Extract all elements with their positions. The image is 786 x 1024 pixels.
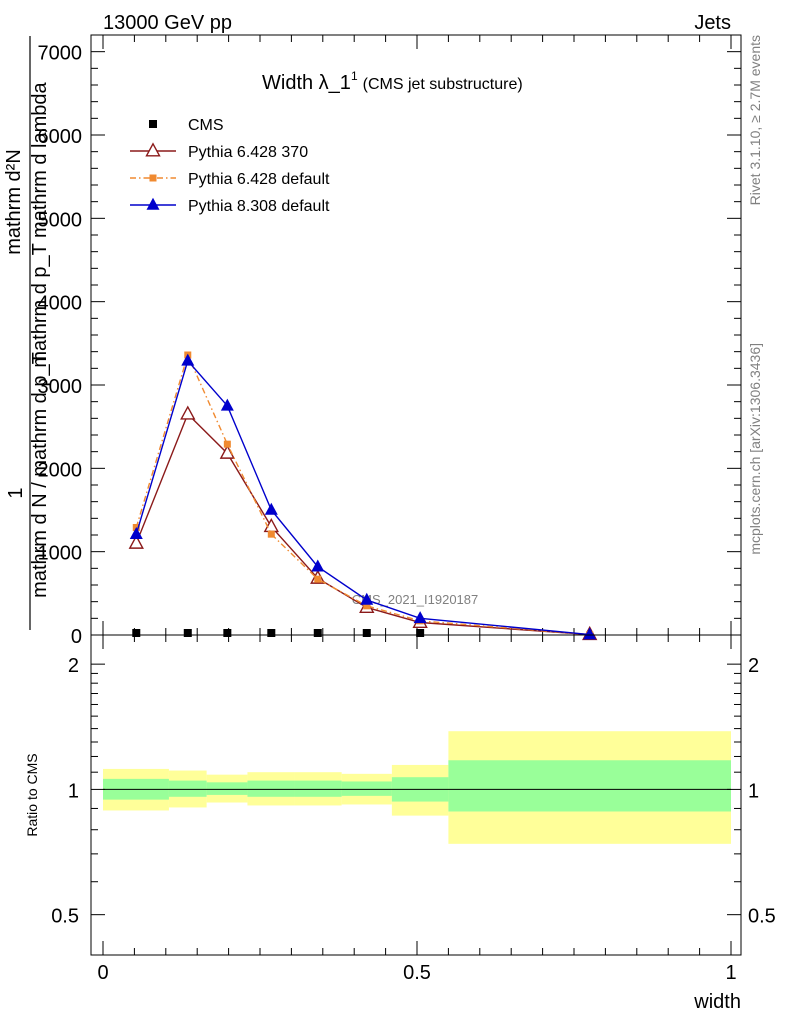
main-axis-ticks	[91, 34, 741, 636]
ratio-y-tick-label: 1	[68, 780, 79, 802]
data-point-open-triangle	[128, 534, 144, 549]
ratio-y-tick-labels: 0.5 0.5 1 1 2 2	[51, 655, 776, 928]
data-point-triangle	[264, 502, 278, 515]
y-label-denominator: mathrm d N / mathrm d p_T	[29, 352, 51, 598]
x-tick-labels: 0 0.5 1	[97, 962, 736, 984]
series-cms	[132, 629, 425, 637]
y-label-numerator: mathrm d²N	[3, 149, 25, 255]
ratio-y-axis-label: Ratio to CMS	[24, 753, 40, 836]
series-pythia-8-308-default	[129, 353, 597, 640]
x-tick-label: 0.5	[403, 962, 431, 984]
data-point-triangle	[181, 353, 195, 366]
ratio-axis-ticks	[91, 635, 741, 955]
x-tick-label: 1	[725, 962, 736, 984]
ratio-y-tick-label: 2	[68, 655, 79, 677]
data-point-square	[132, 629, 141, 637]
ratio-band-inner	[206, 782, 248, 795]
legend-marker	[145, 142, 161, 157]
mcplots-label: mcplots.cern.ch [arXiv:1306.3436]	[747, 343, 763, 555]
ratio-y-tick-label: 0.5	[51, 906, 79, 928]
ratio-band-inner	[168, 780, 207, 797]
header-right-label: Jets	[694, 12, 731, 34]
legend-marker	[149, 120, 157, 128]
y-label-numerator-differentials: mathrm d p_T mathrm d lambda	[29, 81, 51, 367]
legend-entry: Pythia 8.308 default	[130, 197, 330, 215]
data-point-triangle	[220, 398, 234, 411]
analysis-watermark: CMS_2021_I1920187	[352, 592, 479, 607]
legend-entry: Pythia 6.428 370	[130, 142, 308, 161]
data-point-square	[362, 629, 371, 637]
main-y-tick-label: 2000	[38, 459, 83, 481]
legend-label: Pythia 6.428 default	[188, 171, 330, 188]
data-point-square	[183, 629, 192, 637]
data-point-square	[223, 440, 231, 448]
ratio-band-inner	[247, 780, 295, 797]
ratio-y-tick-label-right: 1	[748, 780, 759, 802]
main-y-axis-label: 1 mathrm d²N mathrm d p_T mathrm d lambd…	[3, 36, 51, 630]
legend-label: CMS	[188, 117, 224, 134]
ratio-band-inner	[341, 781, 392, 796]
ratio-y-tick-label-right: 0.5	[748, 906, 776, 928]
y-label-one: 1	[5, 487, 27, 498]
legend: CMS Pythia 6.428 370 Pythia 6.428 default P…	[130, 117, 330, 215]
rivet-version-label: Rivet 3.1.10, ≥ 2.7M events	[747, 35, 763, 205]
ratio-band-inner	[448, 760, 731, 812]
series-line	[135, 412, 590, 636]
x-tick-label: 0	[97, 962, 108, 984]
main-y-tick-labels: 0 1000 2000 3000 4000 5000 6000 7000	[38, 43, 83, 648]
data-point-open-triangle	[180, 405, 196, 420]
data-point-triangle	[129, 526, 143, 539]
main-y-tick-label: 7000	[38, 43, 83, 65]
data-point-square	[363, 602, 371, 610]
ratio-band-inner	[294, 780, 342, 797]
data-point-square	[416, 629, 425, 637]
legend-label: Pythia 8.308 default	[188, 198, 330, 215]
ratio-uncertainty-bands	[103, 731, 731, 844]
chart-title: Width λ_11 (CMS jet substructure)	[262, 69, 523, 94]
legend-entry: CMS	[149, 117, 224, 134]
main-y-tick-label: 1000	[38, 543, 83, 565]
ratio-plot-panel: 0.5 0.51 12 2 0 0.5 1 Ratio to CMS width	[24, 634, 776, 1013]
ratio-plot-frame	[90, 634, 742, 956]
data-point-square	[223, 629, 232, 637]
data-point-triangle	[583, 627, 597, 640]
ratio-y-tick-label-right: 2	[748, 655, 759, 677]
series-line	[135, 352, 590, 636]
main-y-tick-label: 5000	[38, 209, 83, 231]
data-point-square	[313, 629, 322, 637]
data-point-triangle	[360, 592, 374, 605]
data-point-triangle	[311, 559, 325, 572]
legend-label: Pythia 6.428 370	[188, 144, 308, 161]
series-line	[135, 359, 590, 636]
header-left-label: 13000 GeV pp	[103, 12, 232, 34]
data-point-square	[267, 530, 275, 538]
main-series-group	[128, 351, 598, 641]
x-axis-label: width	[693, 991, 741, 1013]
data-point-triangle	[413, 611, 427, 624]
main-y-tick-label: 0	[71, 626, 82, 648]
legend-marker	[146, 197, 160, 210]
legend-entry: Pythia 6.428 default	[130, 171, 330, 188]
main-y-tick-label: 6000	[38, 126, 83, 148]
data-point-square	[267, 629, 276, 637]
main-y-tick-label: 3000	[38, 376, 83, 398]
legend-marker	[149, 174, 157, 182]
main-plot-panel: 0 1000 2000 3000 4000 5000 6000 7000 CMS_2021_I…	[3, 34, 742, 648]
data-point-square	[314, 575, 322, 583]
main-y-tick-label: 4000	[38, 293, 83, 315]
